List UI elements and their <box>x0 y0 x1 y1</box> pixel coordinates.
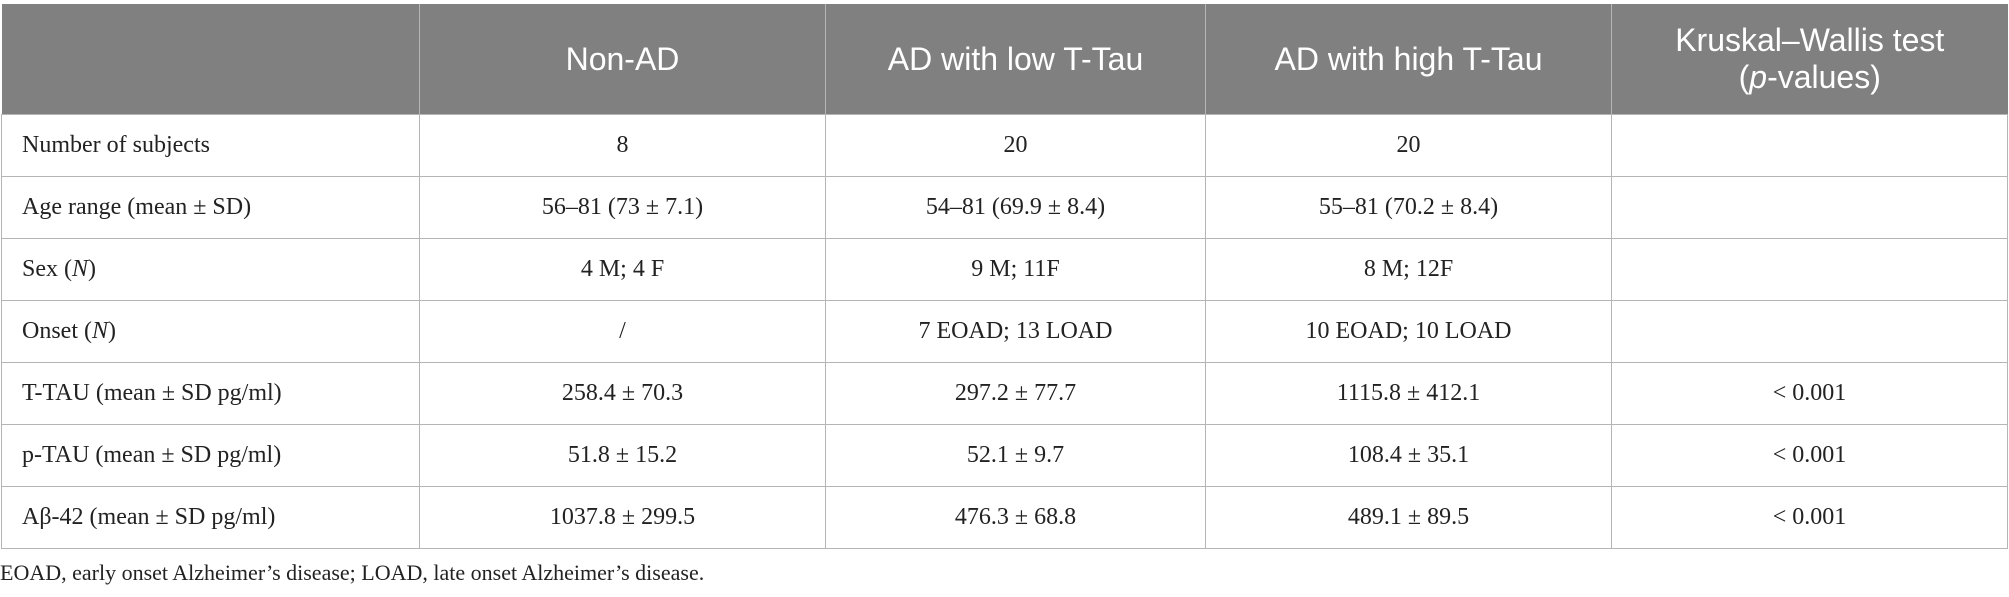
text-part: -values) <box>1767 59 1881 95</box>
table-body: Number of subjects 8 20 20 Age range (mean ±… <box>1 114 2008 549</box>
cell-text: 1115.8 ± 412.1 <box>1336 380 1481 406</box>
row-label: Onset (N) <box>1 300 420 363</box>
cell-text: AD with high T-Tau <box>1274 40 1543 77</box>
table-cell: < 0.001 <box>1611 424 2008 487</box>
italic-part: N <box>91 318 108 344</box>
table-cell: 489.1 ± 89.5 <box>1205 486 1612 549</box>
table-cell: 10 EOAD; 10 LOAD <box>1205 300 1612 363</box>
cell-text: 20 <box>1003 132 1028 158</box>
table-row: Number of subjects 8 20 20 <box>1 114 2008 177</box>
cell-text: AD with low T-Tau <box>887 40 1144 77</box>
cell-text: < 0.001 <box>1772 504 1847 530</box>
cell-text: 7 EOAD; 13 LOAD <box>918 318 1113 344</box>
cell-text: 10 EOAD; 10 LOAD <box>1305 318 1512 344</box>
text-part: Sex ( <box>22 256 72 282</box>
text-part: Kruskal–Wallis test <box>1675 22 1945 59</box>
table-cell: 20 <box>825 114 1206 177</box>
footnote: EOAD, early onset Alzheimer’s disease; L… <box>0 560 705 585</box>
table-row: Sex (N) 4 M; 4 F 9 M; 11F 8 M; 12F <box>1 238 2008 301</box>
table-cell: 20 <box>1205 114 1612 177</box>
header-cell: Kruskal–Wallis test (p-values) <box>1611 4 2008 115</box>
header-cell: Non-AD <box>419 4 826 115</box>
cell-text: 258.4 ± 70.3 <box>561 380 684 406</box>
cell-text: 54–81 (69.9 ± 8.4) <box>925 194 1106 220</box>
cell-text: 20 <box>1396 132 1421 158</box>
cell-text: 51.8 ± 15.2 <box>567 442 678 468</box>
cell-text: < 0.001 <box>1772 380 1847 406</box>
table-cell: 55–81 (70.2 ± 8.4) <box>1205 176 1612 239</box>
cell-text: 4 M; 4 F <box>580 256 665 282</box>
cell-text: 52.1 ± 9.7 <box>966 442 1065 468</box>
table-cell <box>1611 176 2008 239</box>
text-part: Onset ( <box>22 318 92 344</box>
header-cell: AD with low T-Tau <box>825 4 1206 115</box>
table-cell: 51.8 ± 15.2 <box>419 424 826 487</box>
cell-text: 108.4 ± 35.1 <box>1347 442 1470 468</box>
table-row: T-TAU (mean ± SD pg/ml) 258.4 ± 70.3 297.2… <box>1 362 2008 425</box>
table-row: Onset (N) / 7 EOAD; 13 LOAD 10 EOAD; 10 LOA… <box>1 300 2008 363</box>
table-row: p-TAU (mean ± SD pg/ml) 51.8 ± 15.2 52.1 ±… <box>1 424 2008 487</box>
row-label: p-TAU (mean ± SD pg/ml) <box>1 424 420 487</box>
cell-text: 8 M; 12F <box>1363 256 1454 282</box>
text-part: ) <box>108 318 116 344</box>
table-cell <box>1611 238 2008 301</box>
row-label: Age range (mean ± SD) <box>1 176 420 239</box>
row-label: Number of subjects <box>1 114 420 177</box>
cell-text: 297.2 ± 77.7 <box>954 380 1077 406</box>
table-cell: 52.1 ± 9.7 <box>825 424 1206 487</box>
table-cell: 1115.8 ± 412.1 <box>1205 362 1612 425</box>
cell-text: 489.1 ± 89.5 <box>1347 504 1470 530</box>
table-cell: < 0.001 <box>1611 486 2008 549</box>
cell-text: 56–81 (73 ± 7.1) <box>541 194 704 220</box>
header-row: Non-AD AD with low T-Tau AD with high T-Ta… <box>1 4 2008 115</box>
table-cell: 54–81 (69.9 ± 8.4) <box>825 176 1206 239</box>
data-table: Non-AD AD with low T-Tau AD with high T-Ta… <box>1 4 2008 549</box>
cell-text: T-TAU (mean ± SD pg/ml) <box>22 380 282 406</box>
table-cell: 1037.8 ± 299.5 <box>419 486 826 549</box>
cell-text: 9 M; 11F <box>971 256 1060 282</box>
table-cell <box>1611 300 2008 363</box>
cell-text: Aβ-42 (mean ± SD pg/ml) <box>22 504 276 530</box>
header-cell <box>1 4 420 115</box>
table-cell: 7 EOAD; 13 LOAD <box>825 300 1206 363</box>
row-label: Sex (N) <box>1 238 420 301</box>
table-row: Aβ-42 (mean ± SD pg/ml) 1037.8 ± 299.5 476… <box>1 486 2008 549</box>
cell-text: 55–81 (70.2 ± 8.4) <box>1318 194 1499 220</box>
table-row: Age range (mean ± SD) 56–81 (73 ± 7.1) 54–… <box>1 176 2008 239</box>
table-cell: 56–81 (73 ± 7.1) <box>419 176 826 239</box>
cell-text: p-TAU (mean ± SD pg/ml) <box>22 442 282 468</box>
table-cell: 476.3 ± 68.8 <box>825 486 1206 549</box>
cell-text: / <box>619 318 626 344</box>
cell-text: 1037.8 ± 299.5 <box>549 504 696 530</box>
text-part: ( <box>1738 59 1750 95</box>
cell-text: Non-AD <box>565 40 680 77</box>
row-label: Aβ-42 (mean ± SD pg/ml) <box>1 486 420 549</box>
table-cell: 297.2 ± 77.7 <box>825 362 1206 425</box>
row-label: T-TAU (mean ± SD pg/ml) <box>1 362 420 425</box>
text-part: ) <box>88 256 97 282</box>
table-cell: 8 M; 12F <box>1205 238 1612 301</box>
table-cell: 108.4 ± 35.1 <box>1205 424 1612 487</box>
table-cell: 258.4 ± 70.3 <box>419 362 826 425</box>
table-cell: / <box>419 300 826 363</box>
cell-text: 8 <box>616 132 629 158</box>
table-cell: < 0.001 <box>1611 362 2008 425</box>
cell-text: < 0.001 <box>1772 442 1847 468</box>
table-cell <box>1611 114 2008 177</box>
cell-text: Number of subjects <box>22 132 210 158</box>
cell-text: 476.3 ± 68.8 <box>954 504 1077 530</box>
cell-text: Age range (mean ± SD) <box>22 194 252 220</box>
header-cell: AD with high T-Tau <box>1205 4 1612 115</box>
table-cell: 4 M; 4 F <box>419 238 826 301</box>
italic-part: p <box>1749 59 1768 95</box>
italic-part: N <box>72 256 89 282</box>
table-cell: 8 <box>419 114 826 177</box>
table-cell: 9 M; 11F <box>825 238 1206 301</box>
